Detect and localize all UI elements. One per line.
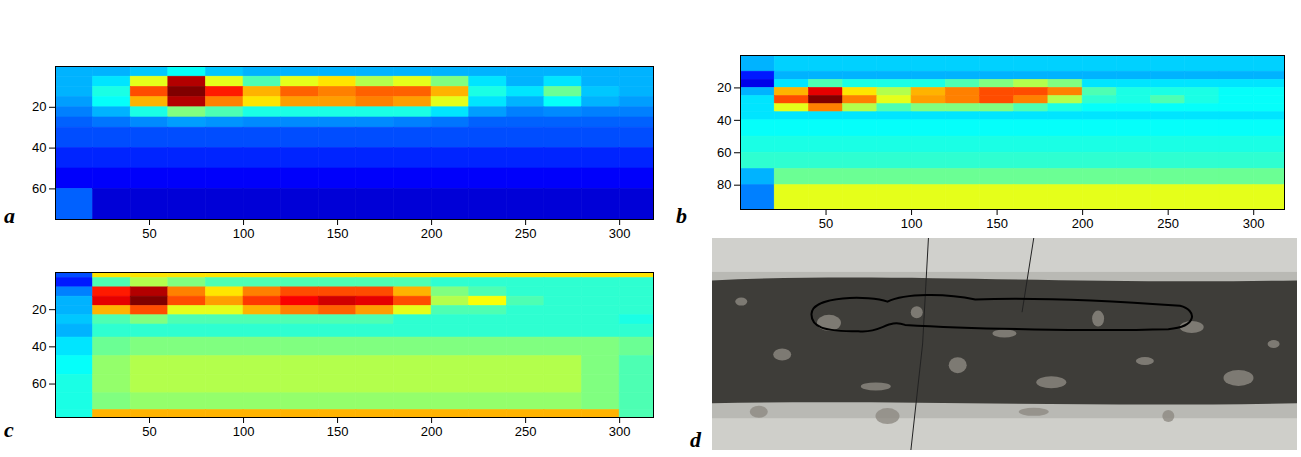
svg-text:200: 200 (421, 424, 443, 439)
svg-text:80: 80 (717, 177, 731, 192)
svg-text:300: 300 (1243, 216, 1265, 231)
svg-text:50: 50 (142, 424, 156, 439)
html-text:c: c (4, 417, 14, 442)
html-text:a: a (4, 203, 15, 228)
svg-text:100: 100 (901, 216, 923, 231)
svg-text:150: 150 (327, 424, 349, 439)
svg-text:300: 300 (609, 424, 631, 439)
svg-text:40: 40 (32, 339, 46, 354)
svg-text:250: 250 (1157, 216, 1179, 231)
svg-text:100: 100 (233, 226, 255, 241)
svg-text:150: 150 (327, 226, 349, 241)
svg-text:60: 60 (32, 376, 46, 391)
svg-text:250: 250 (515, 424, 537, 439)
svg-text:200: 200 (421, 226, 443, 241)
svg-text:40: 40 (32, 140, 46, 155)
svg-text:20: 20 (717, 80, 731, 95)
svg-text:150: 150 (986, 216, 1008, 231)
svg-text:100: 100 (233, 424, 255, 439)
svg-text:60: 60 (717, 145, 731, 160)
svg-text:200: 200 (1072, 216, 1094, 231)
svg-text:300: 300 (609, 226, 631, 241)
html-text:b: b (676, 203, 687, 228)
svg-text:50: 50 (819, 216, 833, 231)
svg-text:50: 50 (142, 226, 156, 241)
svg-text:60: 60 (32, 181, 46, 196)
svg-text:250: 250 (515, 226, 537, 241)
svg-text:40: 40 (717, 113, 731, 128)
html-text:d: d (690, 427, 701, 452)
svg-text:20: 20 (32, 302, 46, 317)
svg-text:20: 20 (32, 99, 46, 114)
